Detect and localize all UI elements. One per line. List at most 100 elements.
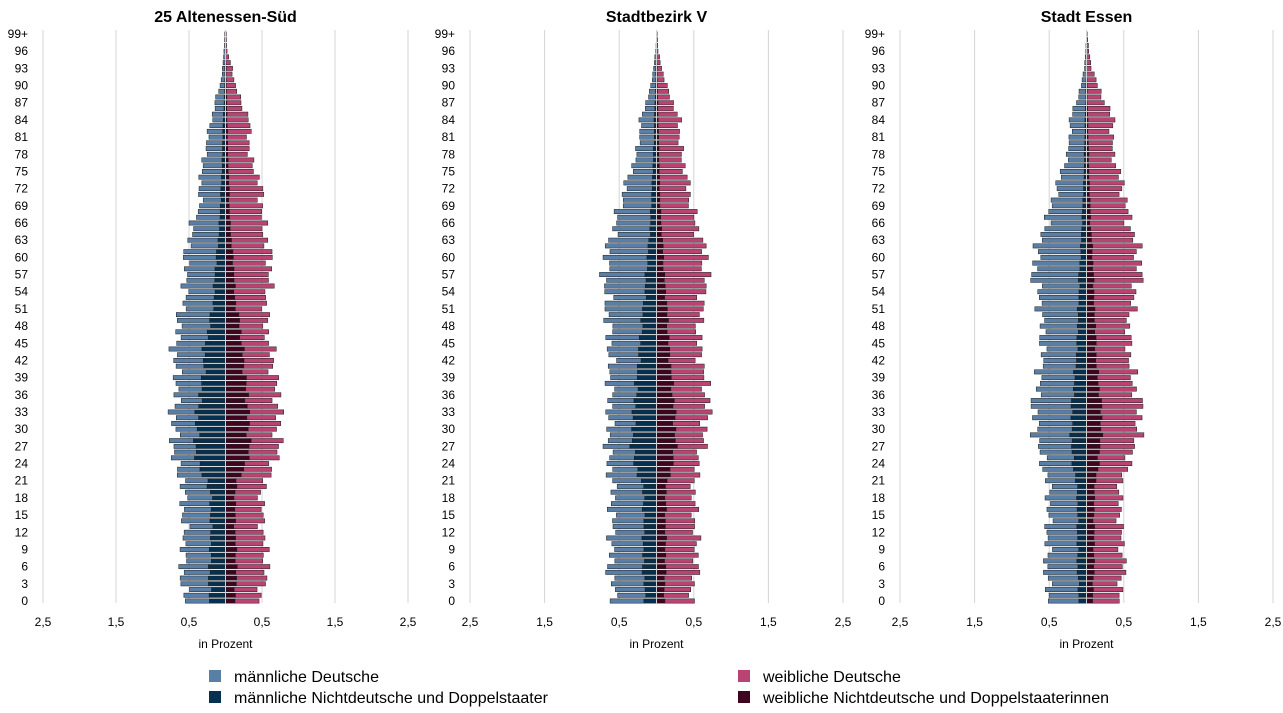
bar-female-deutsche — [1091, 232, 1134, 236]
y-tick-label: 6 — [448, 560, 455, 574]
bar-male-nichtdeutsche — [644, 582, 657, 586]
bar-female-deutsche — [228, 129, 252, 133]
bar-female-deutsche — [1087, 83, 1097, 87]
bar-female-nichtdeutsche — [1087, 284, 1093, 288]
bar-male-deutsche — [610, 456, 635, 460]
bar-female-deutsche — [659, 164, 685, 168]
x-tick-label: 0,5 — [1041, 615, 1058, 629]
legend-label: männliche Deutsche — [234, 669, 379, 686]
bar-male-deutsche — [618, 215, 651, 219]
bar-female-nichtdeutsche — [226, 519, 236, 523]
bar-male-nichtdeutsche — [632, 438, 656, 442]
bar-male-deutsche — [221, 78, 225, 82]
bar-female-deutsche — [658, 123, 677, 127]
bar-male-deutsche — [180, 484, 207, 488]
y-tick-label: 9 — [878, 542, 885, 556]
bar-female-nichtdeutsche — [226, 530, 236, 534]
bar-male-nichtdeutsche — [215, 267, 226, 271]
bar-male-deutsche — [186, 479, 208, 483]
bar-male-nichtdeutsche — [208, 582, 225, 586]
bar-male-deutsche — [180, 576, 208, 580]
bar-male-nichtdeutsche — [636, 404, 657, 408]
bar-female-nichtdeutsche — [1087, 461, 1100, 465]
bar-female-nichtdeutsche — [1087, 524, 1095, 528]
bar-male-nichtdeutsche — [211, 559, 225, 563]
bar-female-nichtdeutsche — [226, 438, 252, 442]
bar-male-nichtdeutsche — [1078, 564, 1087, 568]
bar-female-deutsche — [661, 215, 694, 219]
bar-male-deutsche — [642, 123, 655, 127]
bar-female-deutsche — [1087, 60, 1091, 64]
bar-female-nichtdeutsche — [1087, 519, 1094, 523]
bar-female-deutsche — [235, 284, 274, 288]
bar-male-deutsche — [182, 324, 210, 328]
bar-male-deutsche — [640, 135, 655, 139]
bar-female-deutsche — [1089, 192, 1119, 196]
bar-male-deutsche — [173, 375, 201, 379]
bar-male-deutsche — [181, 582, 209, 586]
bar-male-deutsche — [1036, 387, 1073, 391]
bar-female-deutsche — [235, 559, 262, 563]
bar-female-nichtdeutsche — [657, 255, 664, 259]
bar-male-nichtdeutsche — [646, 593, 657, 597]
bar-female-deutsche — [1088, 158, 1111, 162]
bar-female-nichtdeutsche — [1087, 335, 1097, 339]
bar-female-deutsche — [659, 129, 680, 133]
bar-male-deutsche — [1052, 204, 1083, 208]
bar-male-deutsche — [633, 169, 653, 173]
bar-male-deutsche — [1073, 112, 1086, 116]
bar-female-nichtdeutsche — [1087, 513, 1094, 517]
y-tick-label: 36 — [442, 388, 456, 402]
bar-male-deutsche — [608, 438, 632, 442]
bar-male-deutsche — [614, 209, 650, 213]
y-tick-label: 0 — [448, 594, 455, 608]
bar-female-deutsche — [236, 501, 265, 505]
y-tick-label: 84 — [442, 113, 456, 127]
bar-female-deutsche — [1100, 410, 1136, 414]
bar-female-nichtdeutsche — [226, 209, 230, 213]
bar-male-deutsche — [169, 438, 193, 442]
bar-female-deutsche — [1098, 467, 1128, 471]
bar-female-nichtdeutsche — [1087, 490, 1095, 494]
y-tick-label: 75 — [872, 164, 886, 178]
bar-male-deutsche — [1045, 542, 1077, 546]
bar-female-nichtdeutsche — [1087, 387, 1100, 391]
bar-female-deutsche — [1099, 461, 1131, 465]
bar-female-nichtdeutsche — [657, 301, 667, 305]
bar-male-deutsche — [1069, 118, 1085, 122]
y-tick-label: 30 — [872, 422, 886, 436]
bar-male-nichtdeutsche — [210, 536, 225, 540]
x-tick-label: 0,5 — [685, 615, 702, 629]
bar-female-deutsche — [658, 89, 669, 93]
bar-female-deutsche — [1096, 324, 1130, 328]
bar-female-deutsche — [666, 564, 699, 568]
bar-female-deutsche — [672, 393, 705, 397]
bar-male-nichtdeutsche — [645, 496, 657, 500]
y-tick-label: 69 — [872, 199, 886, 213]
bar-female-nichtdeutsche — [657, 375, 672, 379]
bar-female-deutsche — [665, 559, 693, 563]
y-tick-label: 15 — [442, 508, 456, 522]
bar-male-deutsche — [615, 587, 645, 591]
bar-female-deutsche — [665, 582, 695, 586]
y-tick-label: 72 — [442, 182, 456, 196]
y-tick-label: 27 — [872, 439, 886, 453]
bar-female-nichtdeutsche — [1087, 467, 1098, 471]
bar-female-deutsche — [236, 536, 265, 540]
bar-male-deutsche — [653, 72, 656, 76]
bar-male-nichtdeutsche — [1081, 232, 1086, 236]
bar-male-deutsche — [189, 290, 215, 294]
bar-female-nichtdeutsche — [226, 450, 249, 454]
y-tick-label: 15 — [872, 508, 886, 522]
bar-female-nichtdeutsche — [657, 290, 666, 294]
bar-female-deutsche — [671, 370, 704, 374]
bar-female-nichtdeutsche — [1087, 410, 1101, 414]
bar-female-nichtdeutsche — [657, 501, 666, 505]
bar-female-nichtdeutsche — [226, 547, 237, 551]
bar-male-nichtdeutsche — [632, 427, 657, 431]
bar-male-deutsche — [177, 341, 206, 345]
bar-female-deutsche — [1088, 118, 1115, 122]
bar-male-nichtdeutsche — [1078, 553, 1087, 557]
bar-female-deutsche — [234, 524, 258, 528]
bar-male-nichtdeutsche — [215, 290, 225, 294]
